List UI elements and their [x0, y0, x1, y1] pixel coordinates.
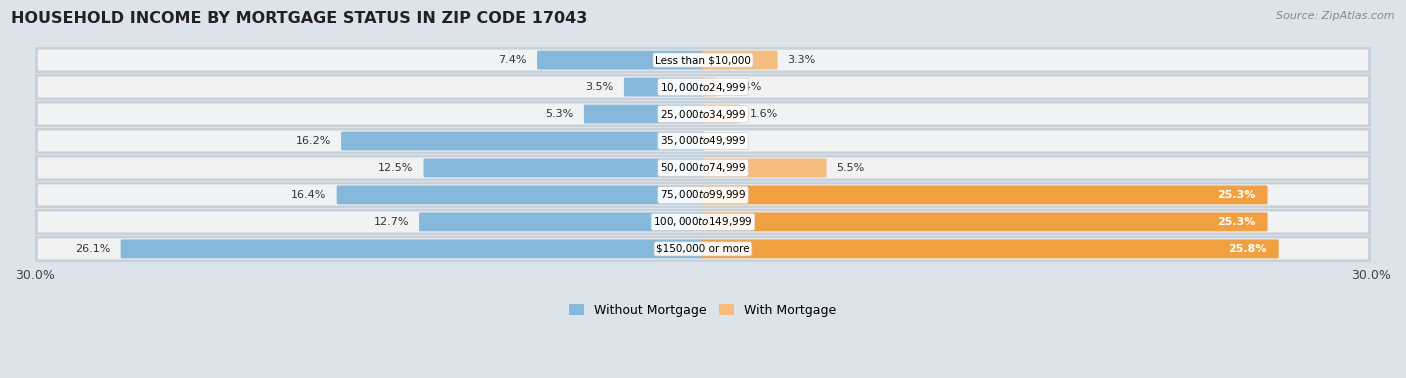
Legend: Without Mortgage, With Mortgage: Without Mortgage, With Mortgage	[565, 300, 841, 321]
Text: $35,000 to $49,999: $35,000 to $49,999	[659, 135, 747, 147]
FancyBboxPatch shape	[702, 105, 740, 124]
Text: 25.3%: 25.3%	[1216, 217, 1256, 227]
FancyBboxPatch shape	[34, 182, 1372, 208]
Text: $25,000 to $34,999: $25,000 to $34,999	[659, 107, 747, 121]
Text: 5.3%: 5.3%	[546, 109, 574, 119]
Text: 0.54%: 0.54%	[725, 82, 762, 92]
Text: 12.5%: 12.5%	[378, 163, 413, 173]
Text: Less than $10,000: Less than $10,000	[655, 55, 751, 65]
FancyBboxPatch shape	[38, 104, 1368, 124]
Text: 7.4%: 7.4%	[499, 55, 527, 65]
FancyBboxPatch shape	[702, 212, 1268, 231]
FancyBboxPatch shape	[34, 209, 1372, 235]
FancyBboxPatch shape	[537, 51, 704, 70]
FancyBboxPatch shape	[38, 184, 1368, 206]
FancyBboxPatch shape	[38, 239, 1368, 259]
Text: 12.7%: 12.7%	[374, 217, 409, 227]
FancyBboxPatch shape	[419, 212, 704, 231]
FancyBboxPatch shape	[624, 77, 704, 96]
FancyBboxPatch shape	[702, 77, 716, 96]
Text: 3.5%: 3.5%	[586, 82, 614, 92]
FancyBboxPatch shape	[336, 186, 704, 204]
FancyBboxPatch shape	[34, 128, 1372, 154]
FancyBboxPatch shape	[34, 155, 1372, 181]
Text: 25.3%: 25.3%	[1216, 190, 1256, 200]
Text: $150,000 or more: $150,000 or more	[657, 244, 749, 254]
FancyBboxPatch shape	[34, 236, 1372, 262]
Text: Source: ZipAtlas.com: Source: ZipAtlas.com	[1277, 11, 1395, 21]
FancyBboxPatch shape	[38, 50, 1368, 71]
Text: 3.3%: 3.3%	[787, 55, 815, 65]
Text: HOUSEHOLD INCOME BY MORTGAGE STATUS IN ZIP CODE 17043: HOUSEHOLD INCOME BY MORTGAGE STATUS IN Z…	[11, 11, 588, 26]
Text: 16.4%: 16.4%	[291, 190, 326, 200]
FancyBboxPatch shape	[583, 105, 704, 124]
Text: $75,000 to $99,999: $75,000 to $99,999	[659, 189, 747, 201]
FancyBboxPatch shape	[38, 158, 1368, 178]
Text: $50,000 to $74,999: $50,000 to $74,999	[659, 161, 747, 175]
Text: 16.2%: 16.2%	[295, 136, 330, 146]
Text: 1.6%: 1.6%	[749, 109, 778, 119]
Text: 5.5%: 5.5%	[837, 163, 865, 173]
FancyBboxPatch shape	[121, 239, 704, 258]
FancyBboxPatch shape	[38, 76, 1368, 98]
Text: $100,000 to $149,999: $100,000 to $149,999	[654, 215, 752, 228]
FancyBboxPatch shape	[423, 158, 704, 177]
FancyBboxPatch shape	[342, 132, 704, 150]
FancyBboxPatch shape	[34, 74, 1372, 100]
FancyBboxPatch shape	[702, 158, 827, 177]
Text: 25.8%: 25.8%	[1227, 244, 1267, 254]
FancyBboxPatch shape	[702, 186, 1268, 204]
FancyBboxPatch shape	[702, 51, 778, 70]
FancyBboxPatch shape	[38, 211, 1368, 232]
Text: $10,000 to $24,999: $10,000 to $24,999	[659, 81, 747, 93]
FancyBboxPatch shape	[34, 47, 1372, 73]
Text: 26.1%: 26.1%	[76, 244, 111, 254]
FancyBboxPatch shape	[34, 101, 1372, 127]
FancyBboxPatch shape	[38, 130, 1368, 152]
FancyBboxPatch shape	[702, 239, 1278, 258]
Text: 0.0%: 0.0%	[714, 136, 742, 146]
